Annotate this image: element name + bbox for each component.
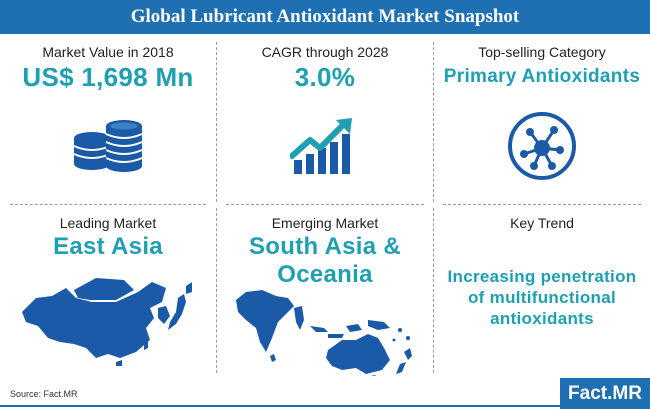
market-value-card: Market Value in 2018 US$ 1,698 Mn (0, 44, 216, 93)
page-title: Global Lubricant Antioxidant Market Snap… (130, 6, 520, 27)
divider-vertical-1 (216, 42, 217, 202)
south-asia-oceania-map-icon (236, 290, 412, 376)
leading-market-value: East Asia (53, 233, 163, 260)
cagr-card: CAGR through 2028 3.0% (217, 44, 433, 93)
key-trend-line1: Increasing penetration (447, 267, 637, 286)
source-note: Source: Fact.MR (10, 389, 78, 399)
leading-market-label: Leading Market (59, 215, 157, 231)
divider-horizontal-3 (443, 204, 641, 205)
emerging-market-card: Emerging Market South Asia & Oceania (217, 215, 433, 289)
top-category-label: Top-selling Category (478, 44, 606, 60)
leading-market-card: Leading Market East Asia (0, 215, 216, 261)
key-trend-line2: of multifunctional (468, 288, 616, 307)
key-trend-text: Increasing penetration of multifunctiona… (434, 266, 650, 329)
divider-horizontal-2 (226, 204, 424, 205)
divider-vertical-3 (216, 208, 217, 373)
key-trend-line3: antioxidants (490, 309, 594, 328)
key-trend-card: Key Trend (434, 215, 650, 231)
divider-vertical-4 (433, 208, 434, 373)
fact-mr-logo: Fact.MR (560, 378, 650, 409)
key-trend-label: Key Trend (510, 215, 574, 231)
east-asia-map-icon (22, 278, 192, 366)
emerging-market-value-line2: Oceania (277, 261, 373, 288)
logo-text: Fact.MR (568, 382, 642, 404)
cagr-label: CAGR through 2028 (261, 44, 389, 60)
divider-horizontal-1 (10, 204, 206, 205)
coins-stack-icon (73, 120, 143, 172)
cagr-value: 3.0% (294, 62, 356, 92)
emerging-market-value-line1: South Asia & (248, 233, 402, 260)
top-category-card: Top-selling Category Primary Antioxidant… (434, 44, 650, 88)
divider-vertical-2 (433, 42, 434, 202)
footer-rule (0, 405, 560, 407)
top-category-value: Primary Antioxidants (443, 66, 641, 87)
growth-bar-chart-icon (290, 118, 352, 174)
market-value-amount: US$ 1,698 Mn (22, 62, 194, 92)
market-value-label: Market Value in 2018 (42, 44, 174, 60)
title-bar: Global Lubricant Antioxidant Market Snap… (0, 0, 650, 34)
molecule-network-icon (508, 112, 576, 180)
emerging-market-label: Emerging Market (271, 215, 379, 231)
